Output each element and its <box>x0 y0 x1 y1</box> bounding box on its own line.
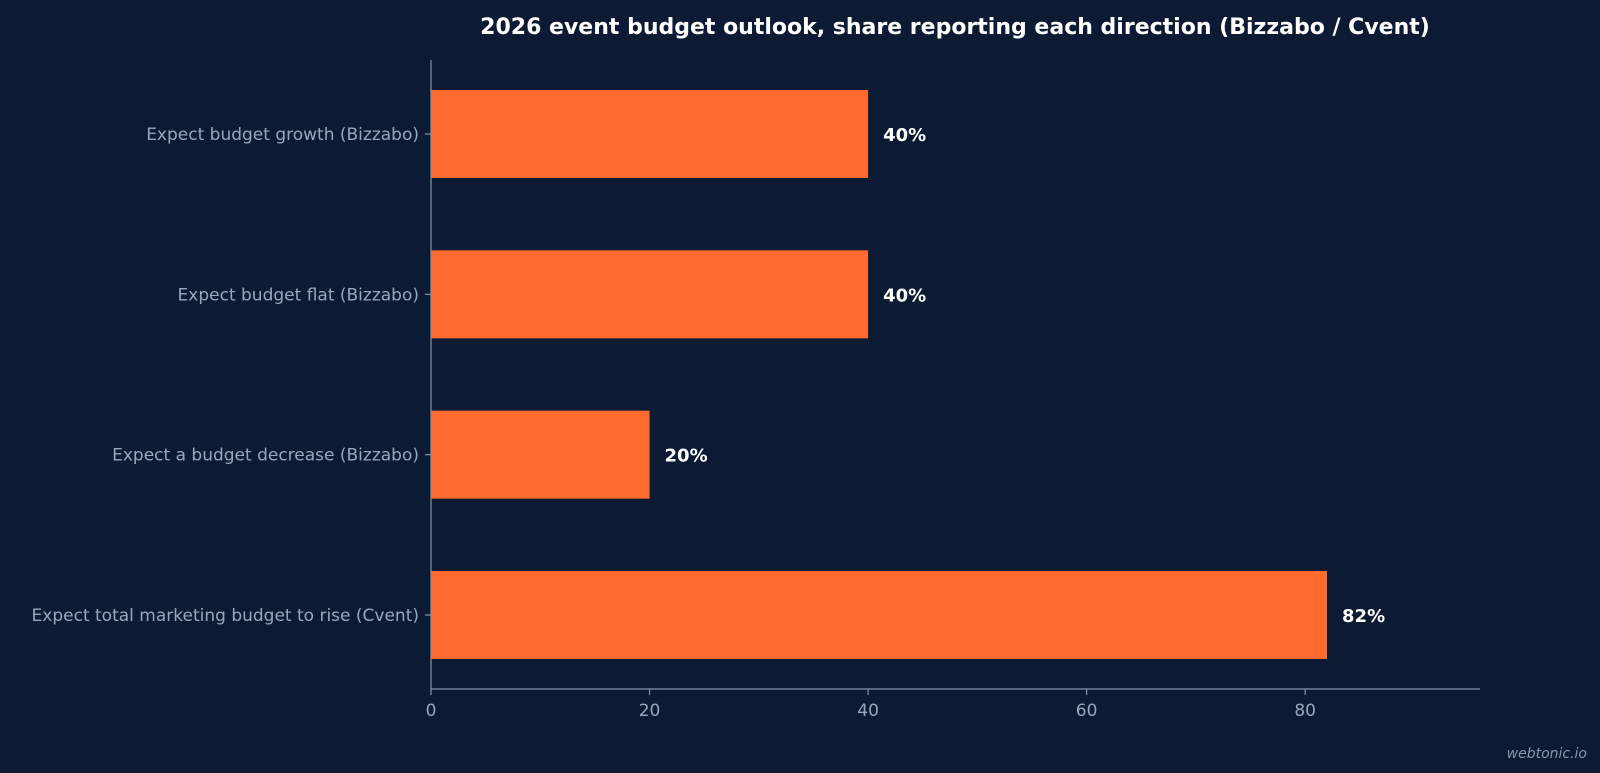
x-axis-ticks: 0 20 40 60 80 <box>426 689 1316 721</box>
data-label: 20% <box>665 446 708 467</box>
x-tick-label: 0 <box>426 701 437 721</box>
x-tick-label: 40 <box>857 701 879 721</box>
category-label: Expect total marketing budget to rise (C… <box>32 606 419 626</box>
category-label: Expect budget flat (Bizzabo) <box>178 285 419 305</box>
data-label: 82% <box>1342 606 1385 627</box>
data-label: 40% <box>883 125 926 146</box>
bar <box>431 90 869 178</box>
category-label: Expect a budget decrease (Bizzabo) <box>112 446 419 466</box>
watermark: webtonic.io <box>1507 746 1587 762</box>
bar <box>431 410 650 499</box>
labels-layer: Expect budget growth (Bizzabo) 40% Expect … <box>32 125 1386 627</box>
x-tick-label: 60 <box>1076 701 1098 721</box>
data-label: 40% <box>883 285 926 306</box>
category-label: Expect budget growth (Bizzabo) <box>146 125 419 145</box>
x-tick-label: 80 <box>1294 701 1316 721</box>
chart-title: 2026 event budget outlook, share reporti… <box>480 15 1430 40</box>
bars-layer <box>431 90 1328 659</box>
bar <box>431 250 869 339</box>
x-tick-label: 20 <box>639 701 661 721</box>
bar <box>431 571 1328 659</box>
